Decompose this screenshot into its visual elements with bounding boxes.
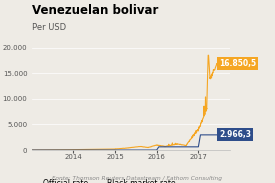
Legend: Official rate, Black market rate: Official rate, Black market rate	[26, 176, 179, 183]
Text: 16.850,5: 16.850,5	[219, 59, 256, 68]
Text: Venezuelan bolivar: Venezuelan bolivar	[32, 4, 158, 17]
Text: 2.966,3: 2.966,3	[219, 130, 251, 139]
Text: Per USD: Per USD	[32, 23, 66, 32]
Text: Fonte: Thomson Reuters Datastream / Fathom Consulting: Fonte: Thomson Reuters Datastream / Fath…	[53, 176, 222, 181]
